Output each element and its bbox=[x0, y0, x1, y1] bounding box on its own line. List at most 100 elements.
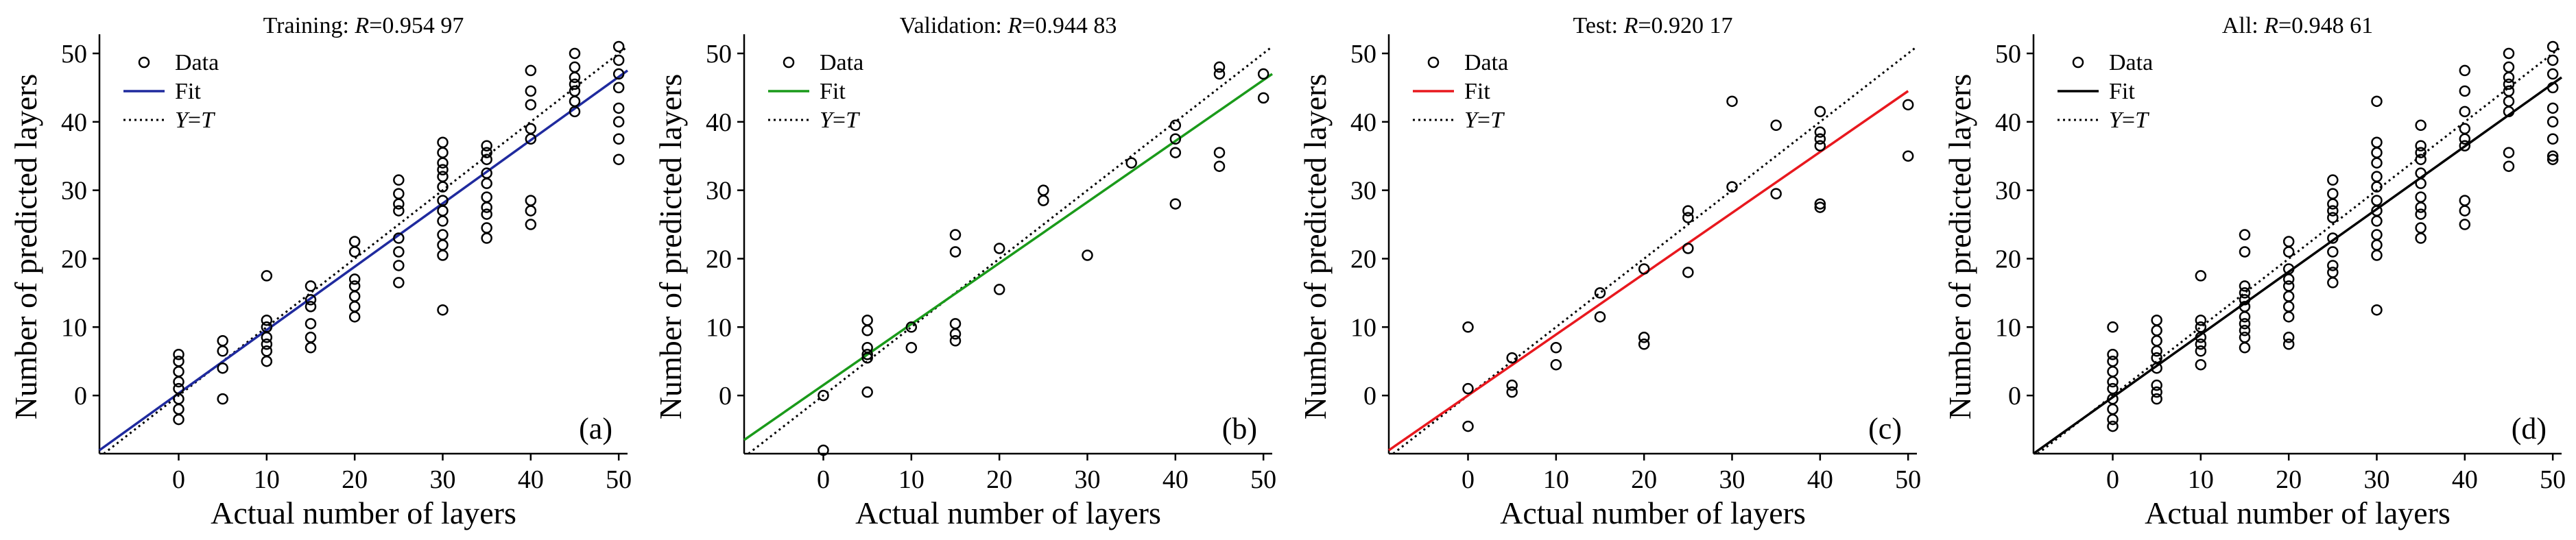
data-point bbox=[1213, 147, 1226, 158]
data-point bbox=[1770, 188, 1782, 199]
data-point bbox=[481, 167, 492, 179]
data-point bbox=[348, 311, 361, 323]
data-point bbox=[2547, 68, 2559, 80]
ideal-line bbox=[2037, 45, 2562, 455]
data-point bbox=[2239, 325, 2251, 336]
ideal-line bbox=[103, 45, 628, 455]
panel-title-r-symbol: R bbox=[2263, 13, 2278, 38]
data-point bbox=[305, 294, 317, 306]
data-point bbox=[2327, 212, 2339, 223]
data-point bbox=[612, 54, 625, 66]
data-point bbox=[173, 348, 184, 360]
data-point bbox=[2239, 301, 2251, 312]
x-tick-label: 30 bbox=[1719, 465, 1745, 494]
data-point bbox=[393, 277, 405, 289]
legend-fit-label: Fit bbox=[2109, 79, 2135, 104]
x-tick-label: 10 bbox=[254, 465, 280, 494]
data-point bbox=[2282, 263, 2295, 275]
data-point bbox=[2239, 342, 2251, 354]
data-point bbox=[612, 82, 625, 94]
data-point bbox=[569, 71, 581, 84]
legend-ideal-y: Y bbox=[1464, 108, 1479, 133]
panel-title: Training: R=0.954 97 bbox=[263, 13, 464, 38]
legend: Data Fit Y=T bbox=[1413, 50, 1508, 133]
data-point bbox=[2371, 171, 2383, 182]
data-point bbox=[2151, 393, 2162, 405]
data-point bbox=[2195, 358, 2207, 371]
data-point bbox=[437, 195, 449, 206]
data-point bbox=[861, 325, 873, 336]
x-tick-label: 40 bbox=[518, 465, 544, 494]
y-tick-label: 0 bbox=[74, 382, 87, 410]
y-tick-label: 0 bbox=[2008, 382, 2021, 410]
data-point bbox=[393, 188, 405, 199]
data-point bbox=[1638, 339, 1650, 350]
data-point bbox=[569, 61, 581, 73]
data-point bbox=[393, 246, 405, 258]
data-point bbox=[2282, 236, 2295, 247]
data-point bbox=[2415, 167, 2426, 179]
data-point bbox=[569, 95, 581, 108]
data-point bbox=[437, 136, 449, 149]
legend-data-marker bbox=[783, 56, 795, 69]
data-point bbox=[1770, 119, 1782, 132]
y-tick-label: 50 bbox=[706, 40, 732, 69]
data-point bbox=[1038, 195, 1049, 206]
data-point bbox=[1257, 92, 1269, 104]
x-tick-label: 0 bbox=[172, 465, 185, 494]
data-point bbox=[905, 321, 918, 333]
data-point bbox=[2282, 280, 2295, 292]
data-point bbox=[1550, 342, 1562, 354]
data-point bbox=[437, 239, 449, 251]
data-point bbox=[2327, 277, 2339, 289]
data-point bbox=[261, 315, 273, 326]
panel-a: 0 10 20 30 40 50 0 10 20 30 40 50 Actual number of l… bbox=[8, 13, 632, 530]
x-tick-label: 0 bbox=[817, 465, 830, 494]
data-point bbox=[2459, 85, 2471, 97]
panel-letter: (a) bbox=[579, 412, 612, 445]
data-point bbox=[1726, 181, 1738, 193]
data-point bbox=[2151, 386, 2162, 398]
x-tick-label: 10 bbox=[898, 465, 925, 494]
x-tick-label: 50 bbox=[1250, 465, 1276, 494]
x-tick-label: 50 bbox=[2540, 465, 2566, 494]
data-point bbox=[2415, 208, 2426, 220]
x-axis-title: Actual number of layers bbox=[1500, 495, 1806, 530]
data-point bbox=[1814, 106, 1826, 118]
data-point bbox=[2282, 273, 2295, 285]
y-axis-title: Number of predicted layers bbox=[1942, 74, 1977, 420]
data-point bbox=[217, 362, 228, 374]
data-point bbox=[612, 116, 625, 128]
panel-title-prefix: All: bbox=[2222, 13, 2264, 38]
data-point bbox=[2415, 154, 2426, 165]
legend-ideal-y: Y bbox=[2109, 108, 2124, 133]
data-point bbox=[217, 335, 228, 347]
panel-title-r-symbol: R bbox=[354, 13, 369, 38]
data-point bbox=[2195, 321, 2207, 333]
data-point bbox=[1550, 358, 1562, 371]
x-tick-label: 10 bbox=[2188, 465, 2214, 494]
data-point bbox=[949, 335, 962, 347]
y-tick-label: 40 bbox=[1350, 108, 1376, 137]
legend: Data Fit Y=T bbox=[123, 50, 219, 133]
y-tick-label: 10 bbox=[1995, 313, 2021, 342]
legend-ideal-t: T bbox=[201, 108, 215, 133]
data-point bbox=[481, 177, 492, 189]
data-point bbox=[2239, 287, 2251, 299]
data-point bbox=[481, 208, 492, 220]
data-point bbox=[2151, 345, 2162, 357]
data-point bbox=[305, 318, 317, 330]
data-point bbox=[2327, 205, 2339, 217]
x-tick-label: 40 bbox=[1807, 465, 1833, 494]
data-point bbox=[993, 243, 1005, 254]
data-point bbox=[1594, 287, 1606, 299]
data-point bbox=[437, 164, 449, 175]
data-point bbox=[2547, 133, 2559, 145]
data-point bbox=[2371, 229, 2383, 241]
data-point bbox=[393, 232, 405, 244]
data-point bbox=[481, 201, 492, 213]
panel-title-prefix: Training: bbox=[263, 13, 355, 38]
data-point bbox=[2459, 133, 2471, 145]
y-axis-title: Number of predicted layers bbox=[8, 74, 43, 420]
